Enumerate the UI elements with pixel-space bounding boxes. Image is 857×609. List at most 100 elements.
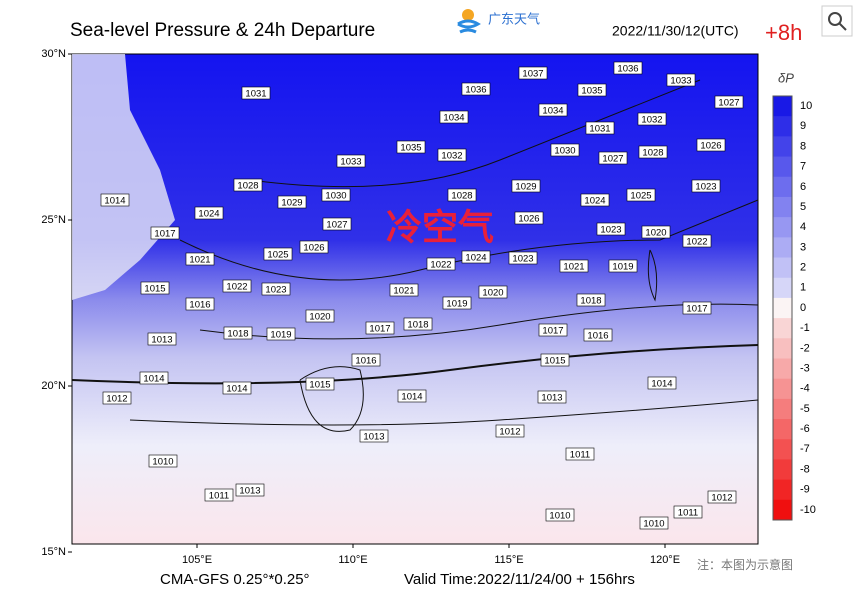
isobar-label-box	[461, 250, 491, 264]
search-button[interactable]	[821, 5, 853, 37]
isobar-label: 1025	[630, 191, 651, 202]
colorbar-cell	[773, 297, 792, 319]
isobar-label: 1023	[600, 225, 621, 236]
search-icon	[828, 12, 842, 26]
isobar-label: 1010	[549, 511, 570, 522]
isobar-label-box	[696, 138, 726, 152]
isobar-label: 1031	[589, 124, 610, 135]
colorbar-cell	[773, 419, 792, 440]
isobar-label: 1019	[446, 299, 467, 310]
isobar	[71, 344, 759, 385]
isobar-label-box	[426, 257, 456, 271]
isobar-label: 1018	[407, 320, 428, 331]
isobar-label: 1020	[645, 228, 666, 239]
colorbar-tick-label: 0	[800, 302, 806, 314]
isobar-label: 1035	[581, 86, 602, 97]
isobar-label: 1034	[542, 106, 563, 117]
isobar-label: 1017	[154, 229, 175, 240]
isobar-label: 1033	[670, 76, 691, 87]
isobar-label: 1015	[544, 356, 565, 367]
isobar-label-box	[322, 217, 352, 231]
isobar-label: 1012	[711, 493, 732, 504]
colorbar-tick-label: -7	[800, 443, 810, 455]
isobar-label-box	[266, 327, 296, 341]
isobar-label-box	[639, 516, 669, 530]
lat-label: 30°N	[41, 48, 66, 60]
isobar-label-box	[263, 247, 293, 261]
isobar-label-box	[148, 454, 178, 468]
isobar-label-box	[538, 103, 568, 117]
isobar-label-box	[351, 353, 381, 367]
colorbar-cell	[773, 439, 792, 460]
colorbar-cell	[773, 96, 792, 117]
colorbar-tick-label: 8	[800, 140, 806, 152]
logo-icon	[457, 19, 481, 34]
isobar-label: 1031	[245, 89, 266, 100]
isobar-label-box	[508, 251, 538, 265]
isobar	[249, 79, 701, 188]
isobar-label: 1021	[393, 286, 414, 297]
isobar-label-box	[305, 377, 335, 391]
search-icon	[838, 22, 847, 31]
colorbar-tick-label: 10	[800, 100, 812, 112]
isobar-label: 1029	[515, 182, 536, 193]
isobar-label-box	[495, 424, 525, 438]
isobar-labels: 1031 1037 1036 1036 1035 1033 1027 1034 1034 1031…	[100, 61, 744, 530]
isobar-label-box	[585, 121, 615, 135]
colorbar-tick-label: -4	[800, 383, 810, 395]
isobar-label: 1018	[227, 329, 248, 340]
colorbar-tick-label: 5	[800, 201, 806, 213]
colorbar-cell	[773, 398, 792, 420]
isobar-label-box	[261, 282, 291, 296]
isobar-label-box	[537, 390, 567, 404]
colorbar-tick-label: -10	[800, 504, 816, 516]
isobar-label-box	[565, 447, 595, 461]
time-offset: +8h	[765, 20, 802, 45]
isobar-label-box	[223, 326, 253, 340]
isobar-label-box	[518, 66, 548, 80]
isobar-label-box	[583, 328, 613, 342]
isobar-label: 1014	[226, 384, 247, 395]
isobar-label-box	[139, 371, 169, 385]
isobar-label: 1017	[369, 324, 390, 335]
isobar-label-box	[647, 376, 677, 390]
isobar-label: 1013	[363, 432, 384, 443]
colorbar-tick-label: -6	[800, 423, 810, 435]
isobar-label-box	[235, 483, 265, 497]
isobar-label: 1030	[325, 191, 346, 202]
isobar-label-box	[204, 488, 234, 502]
colorbar-tick-label: -5	[800, 403, 810, 415]
colorbar-cell	[773, 156, 792, 178]
isobar-label: 1011	[678, 508, 698, 519]
colorbar-cell	[773, 176, 792, 198]
colorbar-tick-label: 7	[800, 161, 806, 173]
isobar-label-box	[397, 389, 427, 403]
isobar-label-box	[185, 297, 215, 311]
isobar-label: 1012	[106, 394, 127, 405]
isobar-label-box	[299, 240, 329, 254]
isobar-label-box	[439, 110, 469, 124]
colorbar-tick-label: 6	[800, 181, 806, 193]
colorbar-cell	[773, 459, 792, 481]
colorbar-tick-label: -1	[800, 322, 810, 334]
colorbar-tick-label: 4	[800, 221, 806, 233]
lon-label: 120°E	[650, 554, 680, 566]
isobar-label-box	[437, 148, 467, 162]
isobar-label-box	[478, 285, 508, 299]
isobar-label: 1014	[104, 196, 125, 207]
colorbar-cell	[773, 479, 792, 501]
isobar-label: 1010	[152, 457, 173, 468]
colorbar-cell	[773, 237, 792, 259]
isobar-label-box	[147, 332, 177, 346]
isobar-label: 1023	[265, 285, 286, 296]
isobar-label-box	[577, 83, 607, 97]
isobar-label: 1036	[465, 85, 486, 96]
annotation: 冷空气	[386, 207, 494, 248]
colorbar-label: δP	[778, 70, 794, 85]
isobar	[129, 399, 759, 426]
isobar-label: 1017	[542, 326, 563, 337]
colorbar-tick-label: -8	[800, 463, 810, 475]
colorbar-cell	[773, 217, 792, 238]
isobar-label: 1035	[400, 143, 421, 154]
isobar-label: 1028	[642, 148, 663, 159]
